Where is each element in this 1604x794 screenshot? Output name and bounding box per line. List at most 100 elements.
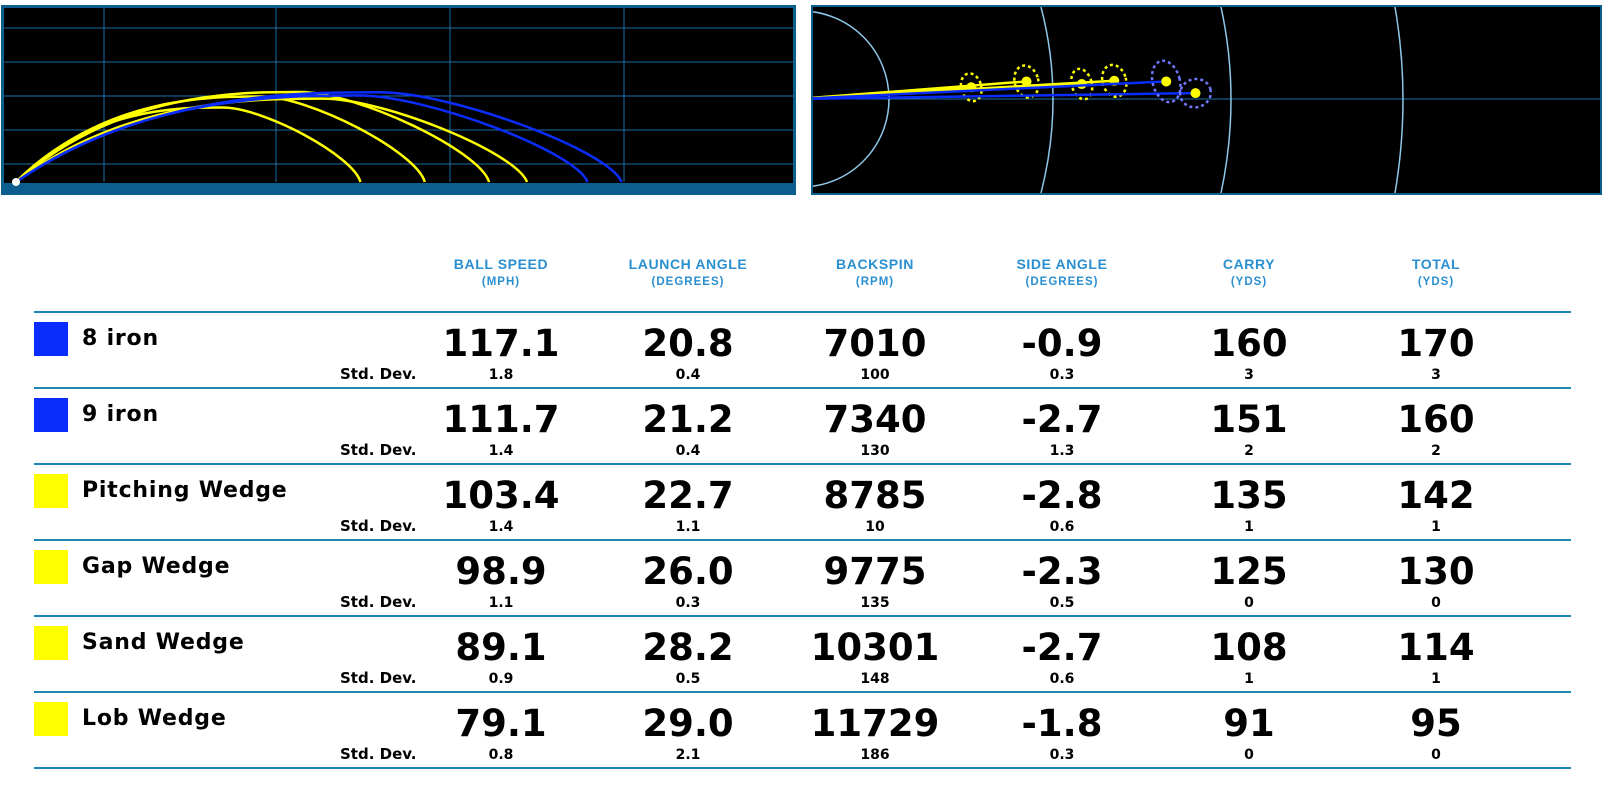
carry-std-dev: 0 xyxy=(1244,747,1254,763)
total-value: 142 xyxy=(1397,474,1475,517)
club-row-lob-wedge: Lob Wedge Std. Dev. 79.1 29.0 11729 -1.8… xyxy=(0,692,1604,770)
ball-speed-std-dev: 1.4 xyxy=(488,443,514,459)
dispersion-ellipse-gap-wedge xyxy=(1070,67,1094,101)
club-row-sand-wedge: Sand Wedge Std. Dev. 89.1 28.2 10301 -2.… xyxy=(0,616,1604,694)
table-rule xyxy=(34,311,1571,313)
ball-speed-value: 111.7 xyxy=(442,398,560,441)
side-angle-std-dev: 0.6 xyxy=(1049,671,1075,687)
table-rule xyxy=(34,463,1571,465)
carry-value: 108 xyxy=(1210,626,1288,669)
backspin-std-dev: 100 xyxy=(860,367,890,383)
header-backspin: BACKSPIN (RPM) xyxy=(836,256,914,288)
launch-angle-std-dev: 1.1 xyxy=(675,519,701,535)
backspin-value: 7010 xyxy=(823,322,927,365)
ball-speed-std-dev: 1.8 xyxy=(488,367,514,383)
club-color-swatch xyxy=(34,474,68,508)
table-rule xyxy=(34,767,1571,769)
club-color-swatch xyxy=(34,398,68,432)
side-angle-std-dev: 0.3 xyxy=(1049,367,1075,383)
ball-speed-value: 89.1 xyxy=(455,626,547,669)
std-dev-label: Std. Dev. xyxy=(340,517,417,535)
ball-speed-value: 79.1 xyxy=(455,702,547,745)
carry-value: 91 xyxy=(1223,702,1275,745)
landing-point-sand-wedge xyxy=(1021,76,1032,87)
trajectory-line-pitching-wedge xyxy=(15,97,529,183)
total-std-dev: 1 xyxy=(1431,519,1441,535)
backspin-std-dev: 10 xyxy=(865,519,885,535)
landing-point-9-iron xyxy=(1161,76,1172,87)
shot-line-9-iron xyxy=(813,80,1167,100)
distance-arcs xyxy=(813,7,1404,193)
dispersion-ellipse-sand-wedge xyxy=(1013,64,1040,99)
trajectory-line-gap-wedge xyxy=(15,90,491,183)
std-dev-label: Std. Dev. xyxy=(340,745,417,763)
carry-value: 151 xyxy=(1210,398,1288,441)
launch-angle-std-dev: 2.1 xyxy=(675,747,701,763)
side-angle-std-dev: 0.3 xyxy=(1049,747,1075,763)
club-name: 8 iron xyxy=(82,326,159,351)
carry-value: 125 xyxy=(1210,550,1288,593)
ball-speed-std-dev: 0.8 xyxy=(488,747,514,763)
launch-angle-std-dev: 0.3 xyxy=(675,595,701,611)
distance-arc-100 xyxy=(1040,7,1054,193)
total-std-dev: 0 xyxy=(1431,747,1441,763)
side-angle-value: -2.7 xyxy=(1021,398,1103,441)
side-angle-std-dev: 1.3 xyxy=(1049,443,1075,459)
backspin-value: 11729 xyxy=(810,702,940,745)
club-row-pitching-wedge: Pitching Wedge Std. Dev. 103.4 22.7 8785… xyxy=(0,464,1604,542)
total-std-dev: 1 xyxy=(1431,671,1441,687)
std-dev-label: Std. Dev. xyxy=(340,669,417,687)
header-ball-speed: BALL SPEED (MPH) xyxy=(453,256,549,288)
side-angle-value: -2.3 xyxy=(1021,550,1103,593)
table-rule xyxy=(34,387,1571,389)
launch-angle-std-dev: 0.5 xyxy=(675,671,701,687)
backspin-std-dev: 135 xyxy=(860,595,890,611)
header-carry: CARRY (YDS) xyxy=(1222,256,1276,288)
carry-std-dev: 1 xyxy=(1244,519,1254,535)
distance-arc-near xyxy=(813,11,890,187)
trajectory-grid xyxy=(4,8,793,192)
dispersion-shots xyxy=(813,59,1213,109)
total-std-dev: 3 xyxy=(1431,367,1441,383)
total-value: 130 xyxy=(1397,550,1475,593)
club-color-swatch xyxy=(34,626,68,660)
distance-arc-150 xyxy=(1220,7,1232,193)
ball-speed-std-dev: 0.9 xyxy=(488,671,514,687)
dispersion-ellipse-lob-wedge xyxy=(959,72,983,103)
club-name: Sand Wedge xyxy=(82,630,245,655)
ground-band xyxy=(4,183,793,192)
backspin-std-dev: 186 xyxy=(860,747,890,763)
club-color-swatch xyxy=(34,702,68,736)
club-row-gap-wedge: Gap Wedge Std. Dev. 98.9 26.0 9775 -2.3 … xyxy=(0,540,1604,618)
std-dev-label: Std. Dev. xyxy=(340,365,417,383)
total-value: 170 xyxy=(1397,322,1475,365)
carry-std-dev: 1 xyxy=(1244,671,1254,687)
club-color-swatch xyxy=(34,550,68,584)
std-dev-label: Std. Dev. xyxy=(340,441,417,459)
club-name: Gap Wedge xyxy=(82,554,231,579)
club-name: Pitching Wedge xyxy=(82,478,288,503)
total-std-dev: 0 xyxy=(1431,595,1441,611)
launch-angle-value: 21.2 xyxy=(642,398,734,441)
carry-std-dev: 0 xyxy=(1244,595,1254,611)
side-angle-std-dev: 0.6 xyxy=(1049,519,1075,535)
ball-speed-std-dev: 1.1 xyxy=(488,595,514,611)
carry-std-dev: 2 xyxy=(1244,443,1254,459)
side-angle-std-dev: 0.5 xyxy=(1049,595,1075,611)
tee-origin-marker xyxy=(12,178,20,186)
launch-angle-value: 26.0 xyxy=(642,550,734,593)
trajectory-curves xyxy=(15,90,623,184)
std-dev-label: Std. Dev. xyxy=(340,593,417,611)
dispersion-ellipse-9-iron xyxy=(1150,59,1182,104)
side-angle-value: -2.7 xyxy=(1021,626,1103,669)
landing-point-8-iron xyxy=(1190,88,1201,99)
total-value: 114 xyxy=(1397,626,1475,669)
launch-angle-value: 29.0 xyxy=(642,702,734,745)
backspin-std-dev: 130 xyxy=(860,443,890,459)
club-row-9-iron: 9 iron Std. Dev. 111.7 21.2 7340 -2.7 15… xyxy=(0,388,1604,466)
header-launch-angle: LAUNCH ANGLE (DEGREES) xyxy=(628,256,748,288)
carry-value: 135 xyxy=(1210,474,1288,517)
side-angle-value: -1.8 xyxy=(1021,702,1103,745)
carry-std-dev: 3 xyxy=(1244,367,1254,383)
club-name: Lob Wedge xyxy=(82,706,227,731)
